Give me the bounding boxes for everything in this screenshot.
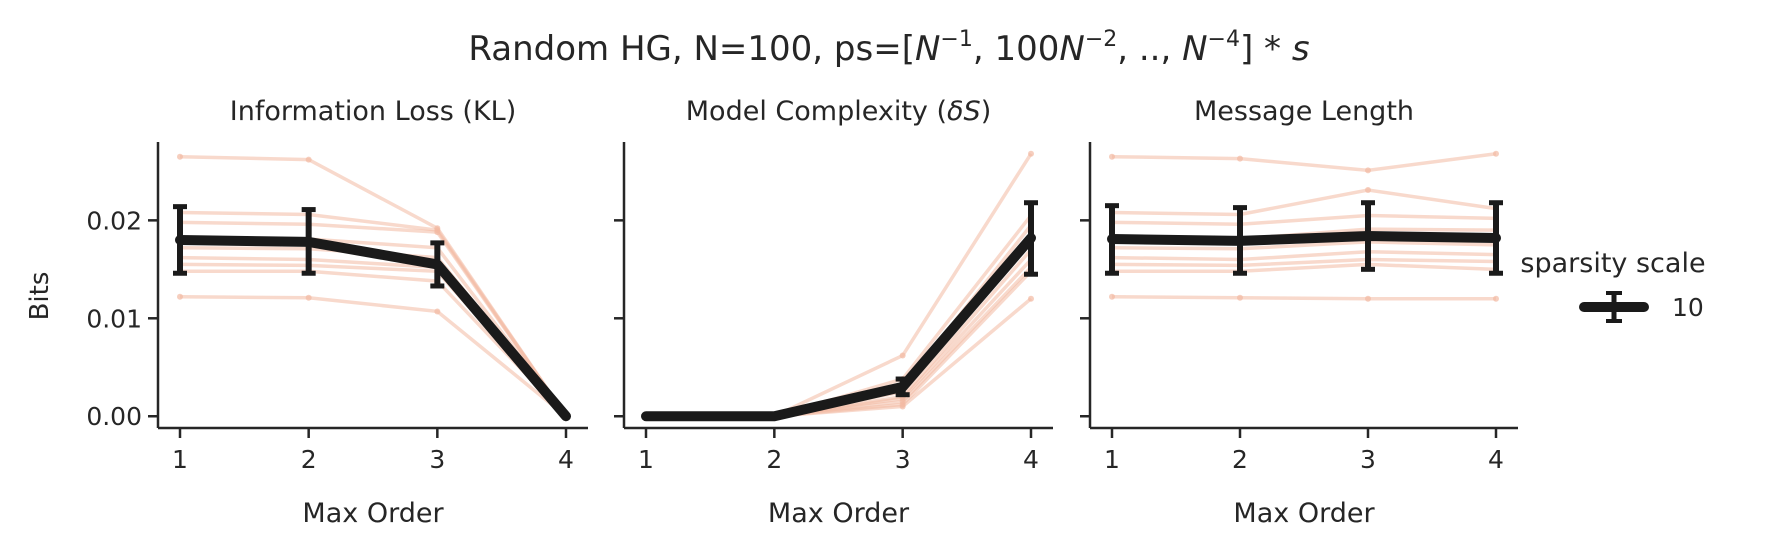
- mean-line: [175, 234, 571, 422]
- sample-point: [177, 293, 183, 300]
- x-tick-label: 2: [1232, 445, 1248, 474]
- sample-point: [434, 229, 441, 236]
- sample-line: [1112, 262, 1497, 274]
- panel-title: Message Length: [1194, 96, 1414, 127]
- x-tick-label: 2: [766, 445, 782, 474]
- panels: 0.00 0.01 0.02 1 2 3 4 Max Order Information Los…: [86, 96, 1518, 529]
- suptitle-part: N: [1059, 29, 1084, 69]
- panel-title-part: ): [981, 96, 992, 127]
- sample-line: [1111, 152, 1497, 173]
- sample-line: [646, 258, 1033, 418]
- sample-point: [1109, 293, 1115, 300]
- sample-line: [1111, 249, 1497, 262]
- suptitle-part: , 100: [973, 29, 1060, 69]
- x-tick-label: 3: [429, 445, 445, 474]
- sample-line: [179, 295, 568, 418]
- x-tick-label: 1: [1104, 445, 1120, 474]
- x-tick-label: 3: [895, 445, 911, 474]
- y-tick-label: 0.01: [86, 304, 142, 333]
- sample-point: [1493, 295, 1499, 302]
- sample-point: [305, 156, 312, 163]
- suptitle-part: −1: [940, 27, 972, 52]
- legend-entry-label: 10: [1672, 293, 1704, 322]
- suptitle-part: N: [1182, 29, 1207, 69]
- sample-point: [1237, 155, 1243, 162]
- y-axis-label: Bits: [25, 272, 55, 321]
- sample-point: [1237, 294, 1243, 301]
- sample-point: [434, 308, 441, 315]
- panel-title: Model Complexity (δS): [686, 96, 991, 127]
- sample-point: [1028, 295, 1034, 302]
- x-axis-label: Max Order: [1233, 498, 1375, 529]
- sample-point: [305, 294, 312, 301]
- suptitle-part: , ..,: [1117, 29, 1182, 69]
- sample-line: [180, 269, 568, 418]
- suptitle-part: Random HG, N=100, ps=[: [468, 29, 915, 69]
- sample-line: [1111, 295, 1496, 301]
- legend: sparsity scale 10: [1520, 248, 1706, 323]
- panel-title-part: Model Complexity (: [686, 96, 947, 127]
- sample-point: [1493, 150, 1499, 157]
- sample-line: [179, 220, 568, 418]
- sample-line: [1111, 257, 1497, 268]
- sample-point: [1028, 150, 1034, 157]
- sample-point: [1109, 153, 1115, 160]
- panel-3: 1 2 3 4 Max Order Message Length: [1080, 96, 1518, 529]
- sample-point: [1365, 167, 1371, 174]
- sample-point: [899, 403, 906, 410]
- mean-line: [1107, 231, 1501, 246]
- x-tick-label: 1: [638, 445, 654, 474]
- y-tick-label: 0.02: [86, 206, 142, 235]
- x-tick-label: 3: [1360, 445, 1376, 474]
- sample-line: [179, 154, 568, 418]
- suptitle-part: N: [915, 29, 940, 69]
- y-tick-label: 0.00: [86, 402, 142, 431]
- panel-1: 0.00 0.01 0.02 1 2 3 4 Max Order Information Los…: [86, 96, 588, 529]
- x-tick-label: 1: [172, 445, 188, 474]
- suptitle-part: ] *: [1240, 29, 1292, 69]
- sample-line: [1111, 213, 1497, 227]
- suptitle: Random HG, N=100, ps=[N−1, 100N−2, .., N…: [468, 27, 1309, 69]
- sample-line: [1111, 240, 1497, 251]
- legend-title: sparsity scale: [1520, 248, 1705, 279]
- x-axis-label: Max Order: [768, 498, 910, 529]
- panel-2: 1 2 3 4 Max Order Model Complexity (δS): [614, 96, 1053, 529]
- sample-line: [179, 255, 568, 418]
- mean-line: [641, 232, 1036, 422]
- x-tick-label: 4: [1488, 445, 1504, 474]
- sample-point: [1365, 295, 1371, 302]
- x-tick-label: 4: [1023, 445, 1039, 474]
- panel-title-part: δS: [947, 96, 981, 127]
- suptitle-part: −4: [1208, 27, 1240, 52]
- suptitle-part: −2: [1085, 27, 1117, 52]
- suptitle-part: s: [1292, 29, 1310, 69]
- sample-point: [899, 352, 906, 359]
- sample-line: [646, 270, 1033, 418]
- sample-point: [1365, 186, 1371, 193]
- panel-title: Information Loss (KL): [230, 96, 517, 127]
- x-tick-label: 2: [301, 445, 317, 474]
- sample-line: [646, 152, 1033, 418]
- x-axis-label: Max Order: [302, 498, 444, 529]
- sample-point: [177, 153, 183, 160]
- x-tick-label: 4: [558, 445, 574, 474]
- sample-line: [1111, 188, 1497, 217]
